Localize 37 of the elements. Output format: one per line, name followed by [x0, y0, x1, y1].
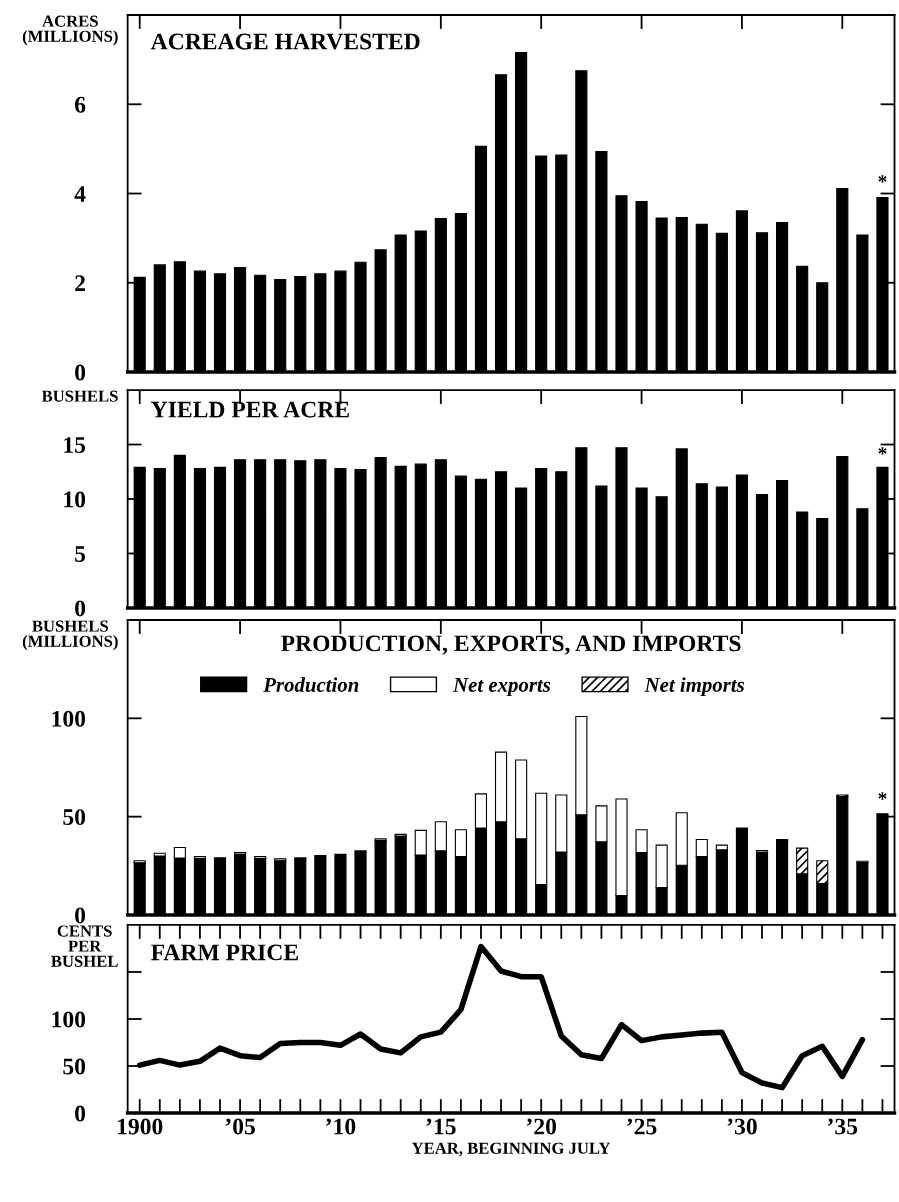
x-tick-label: 1900 [117, 1118, 163, 1135]
y-tick-label: 0 [75, 907, 86, 924]
y-tick-label: 50 [63, 809, 86, 826]
y-tick-label: 0 [75, 600, 86, 617]
annotation: * [878, 447, 887, 455]
text: ACREAGE HARVESTED [150, 33, 420, 50]
y-axis-title: BUSHELS [41, 390, 118, 402]
annotation: * [878, 175, 887, 183]
x-tick-label: ’35 [828, 1118, 858, 1135]
y-tick-label: 10 [64, 491, 86, 508]
legend-label: Production [263, 677, 359, 692]
x-tick-label: ’20 [526, 1118, 557, 1135]
x-tick-label: ’30 [727, 1118, 757, 1135]
y-axis-title: BUSHELS (MILLIONS) [22, 620, 118, 651]
y-tick-label: 5 [75, 546, 86, 562]
text: FARM PRICE [151, 944, 298, 961]
chart-title: YIELD PER ACRE [151, 401, 349, 418]
x-axis-title: YEAR, BEGINNING JULY [411, 1142, 611, 1157]
y-tick-label: 0 [75, 364, 86, 381]
annotation: * [878, 792, 887, 800]
x-tick-label: ’25 [627, 1118, 657, 1135]
x-tick-label: ’15 [426, 1118, 456, 1135]
y-tick-label: 50 [63, 1058, 86, 1075]
x-tick-label: ’10 [326, 1118, 356, 1135]
y-tick-label: 15 [64, 437, 86, 453]
y-tick-label: 4 [74, 186, 86, 202]
y-axis-title: CENTS PER BUSHEL [51, 925, 118, 967]
y-tick-label: 100 [52, 1011, 86, 1028]
y-axis-title: ACRES (MILLIONS) [22, 15, 118, 46]
y-tick-label: 6 [74, 96, 86, 113]
y-tick-label: 100 [52, 710, 86, 727]
legend-label: Net imports [644, 677, 745, 697]
y-tick-label: 2 [75, 275, 85, 291]
text: PRODUCTION, EXPORTS, AND IMPORTS [281, 635, 741, 655]
legend-label: Net exports [452, 678, 551, 697]
y-tick-label: 0 [75, 1105, 86, 1122]
x-tick-label: ’05 [225, 1118, 255, 1135]
